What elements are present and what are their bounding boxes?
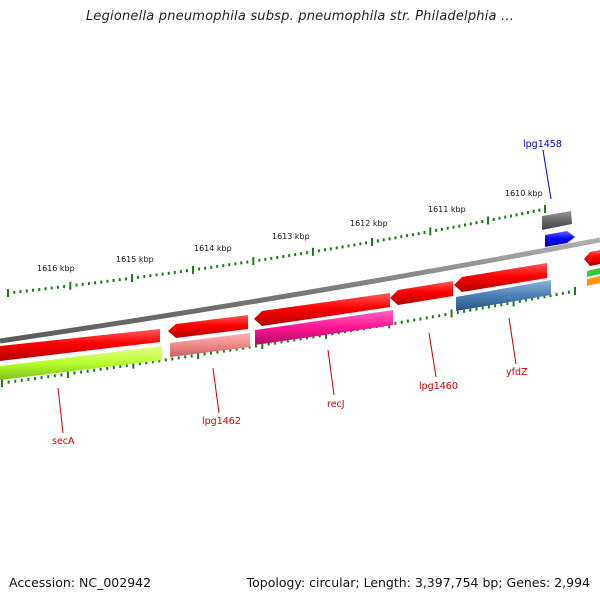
- kbp-label-1615: 1615 kbp: [116, 255, 154, 264]
- gene-lpg1458-gray[interactable]: [542, 211, 572, 230]
- gene-edge-inner-green[interactable]: [587, 268, 600, 277]
- leader-yfdZ: [508, 317, 517, 365]
- leader-lpg1462: [212, 367, 220, 414]
- gene-secA-outer[interactable]: [0, 329, 160, 361]
- gene-edge-outer[interactable]: [584, 250, 600, 266]
- gene-lpg1458-group: [542, 211, 575, 247]
- reverse-strand-genes: [0, 268, 600, 380]
- gene-lpg1458-blue[interactable]: [545, 231, 575, 247]
- gene-lpg1462-outer[interactable]: [168, 315, 248, 338]
- gene-recJ-inner[interactable]: [255, 310, 393, 345]
- gene-yfdZ-outer[interactable]: [454, 263, 547, 292]
- gene-lpg1462-inner[interactable]: [170, 333, 250, 357]
- kbp-label-1613: 1613 kbp: [272, 232, 310, 241]
- gene-label-lpg1458[interactable]: lpg1458: [523, 139, 562, 150]
- kbp-label-1614: 1614 kbp: [194, 244, 232, 253]
- topology-text: Topology: circular; Length: 3,397,754 bp…: [246, 575, 590, 590]
- gene-yfdZ-inner[interactable]: [456, 280, 551, 311]
- gene-label-yfdZ[interactable]: yfdZ: [506, 367, 528, 378]
- gene-label-recJ[interactable]: recJ: [327, 399, 345, 410]
- leader-recJ: [327, 349, 335, 396]
- kbp-label-1616: 1616 kbp: [37, 264, 75, 273]
- kbp-label-1612: 1612 kbp: [350, 219, 388, 228]
- gene-label-lpg1460[interactable]: lpg1460: [419, 381, 458, 392]
- leader-lpg1460: [428, 332, 437, 378]
- leader-secA: [57, 387, 64, 434]
- gene-labels: secA lpg1462 recJ lpg1460 yfdZ lpg1458: [52, 139, 562, 447]
- accession-text: Accession: NC_002942: [9, 575, 152, 590]
- gene-recJ-outer[interactable]: [254, 293, 390, 326]
- gene-edge-inner-orange[interactable]: [587, 276, 600, 286]
- gene-leaders: [57, 149, 552, 434]
- gene-label-lpg1462[interactable]: lpg1462: [202, 416, 241, 427]
- forward-strand-genes: [0, 250, 600, 361]
- gene-lpg1460-outer[interactable]: [390, 281, 453, 305]
- genome-backbone: [0, 237, 600, 344]
- outer-tick-ring: [7, 205, 546, 297]
- scale-labels: 1616 kbp 1615 kbp 1614 kbp 1613 kbp 1612…: [37, 189, 543, 273]
- gene-label-secA[interactable]: secA: [52, 436, 75, 447]
- leader-lpg1458: [542, 149, 552, 200]
- kbp-label-1611: 1611 kbp: [428, 205, 466, 214]
- kbp-label-1610: 1610 kbp: [505, 189, 543, 198]
- gene-secA-inner[interactable]: [0, 346, 162, 380]
- map-title: Legionella pneumophila subsp. pneumophil…: [85, 9, 515, 24]
